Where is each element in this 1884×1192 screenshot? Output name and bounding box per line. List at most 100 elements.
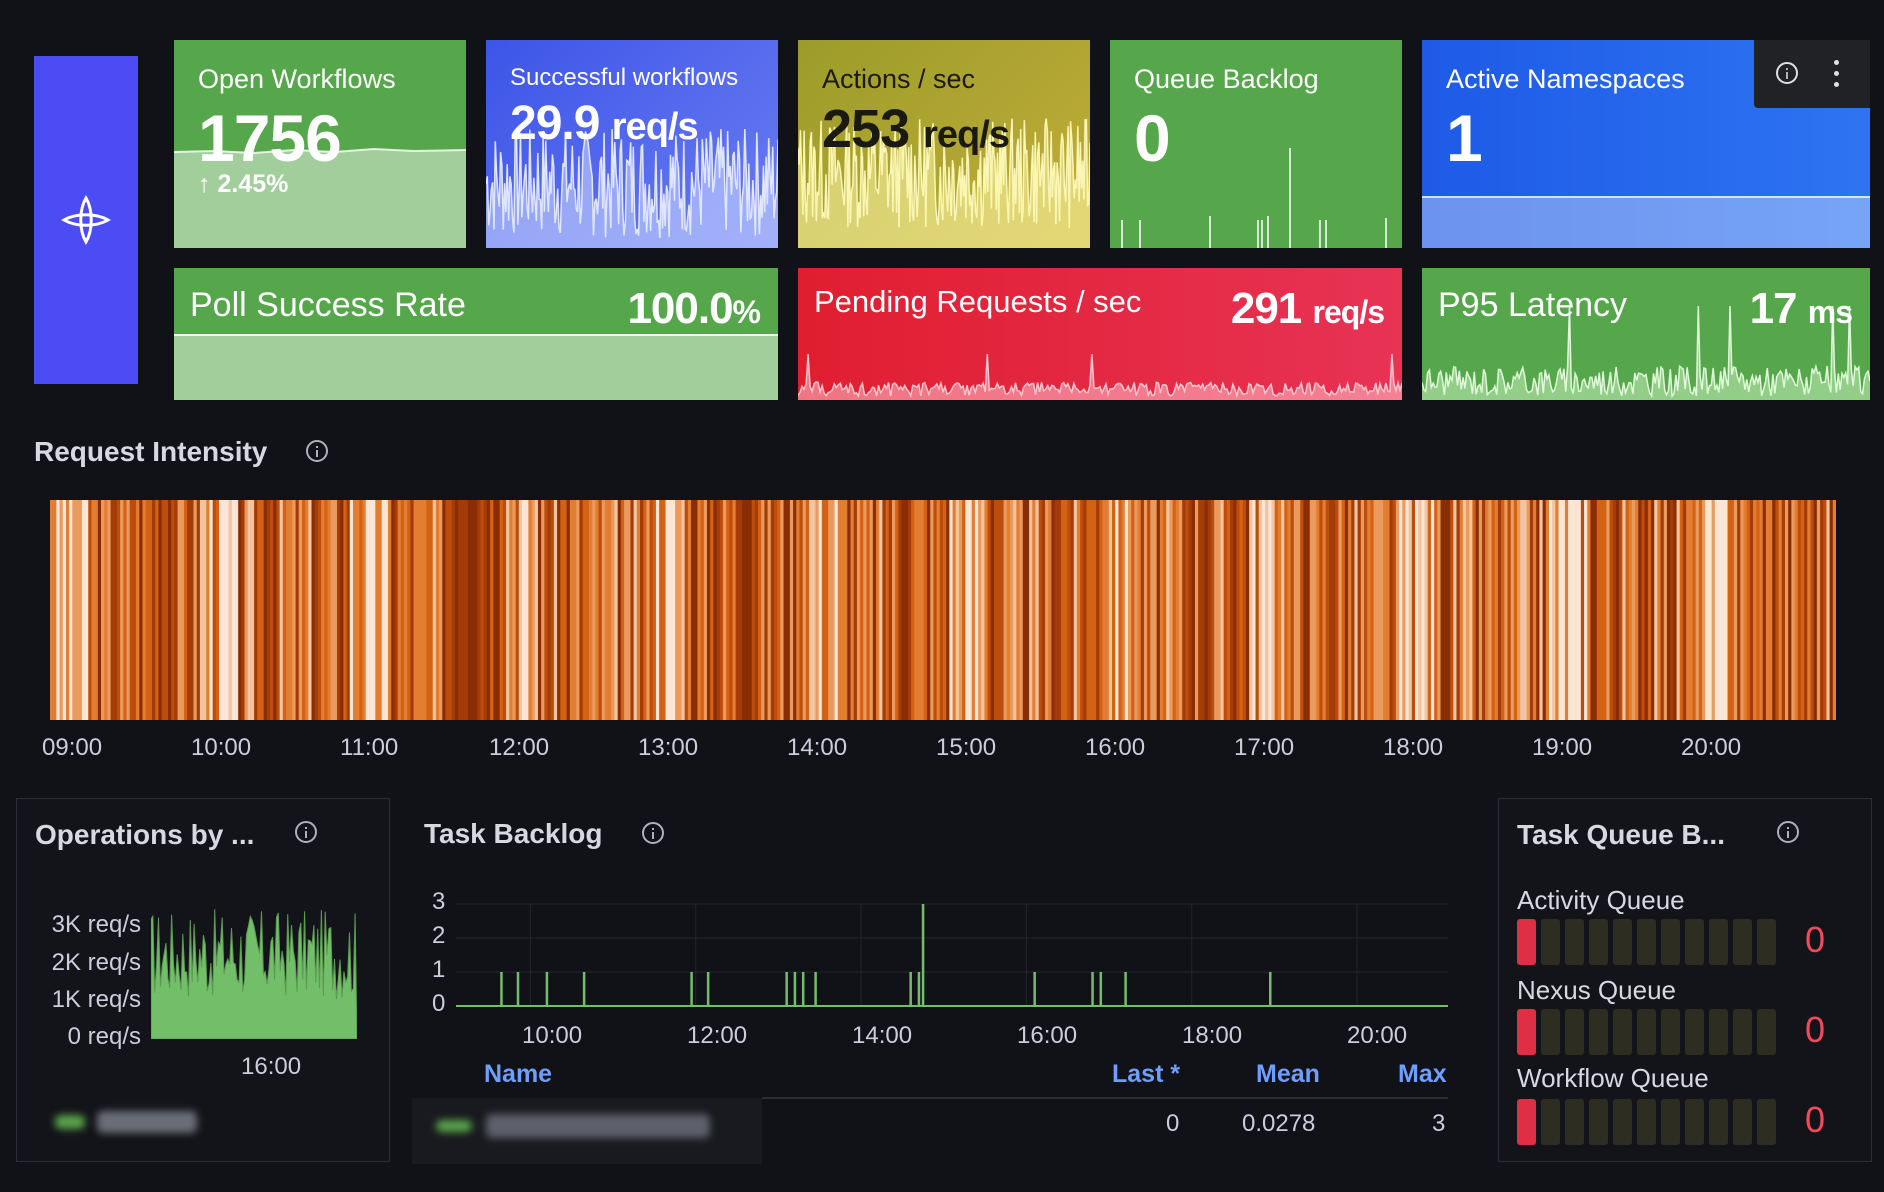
info-icon[interactable]: [295, 821, 317, 843]
open-workflows-value: 1756: [198, 101, 342, 175]
heatmap-x-tick: 19:00: [1532, 734, 1593, 761]
legend-series-name-redacted: [97, 1111, 197, 1133]
legend-header-last[interactable]: Last *: [1112, 1060, 1181, 1088]
pending-requests-value: 291 req/s: [1230, 284, 1385, 333]
pending-requests-tile[interactable]: Pending Requests / sec 291 req/s: [798, 268, 1402, 400]
task-backlog-x-tick: 18:00: [1182, 1022, 1243, 1049]
legend-value-mean: 0.0278: [1242, 1110, 1316, 1137]
queue-gauge-activity: [1517, 919, 1776, 965]
actions-sec-value: 253 req/s: [822, 99, 1010, 159]
active-namespaces-title: Active Namespaces: [1446, 64, 1685, 94]
successful-workflows-tile[interactable]: Successful workflows 29.9 req/s: [486, 40, 778, 248]
request-intensity-x-axis: 09:00 10:00 11:00 12:00 13:00 14:00 15:00 16:00…: [0, 734, 1884, 764]
task-backlog-x-tick: 14:00: [852, 1022, 913, 1049]
queue-value-activity: 0: [1805, 919, 1826, 960]
active-namespaces-value: 1: [1446, 101, 1483, 175]
open-workflows-sparkline: [174, 147, 466, 248]
operations-chart: [151, 909, 357, 1039]
actions-sec-tile[interactable]: Actions / sec 253 req/s: [798, 40, 1090, 248]
operations-y-tick: 1K req/s: [51, 986, 141, 1013]
legend-value-max: 3: [1432, 1110, 1446, 1137]
heatmap-x-tick: 14:00: [787, 734, 848, 761]
open-workflows-title: Open Workflows: [198, 64, 396, 94]
more-menu-icon[interactable]: [1834, 60, 1840, 88]
queue-backlog-tile[interactable]: Queue Backlog 0: [1110, 40, 1402, 248]
heatmap-x-tick: 15:00: [936, 734, 997, 761]
legend-header-max[interactable]: Max: [1398, 1060, 1447, 1088]
legend-divider: [762, 1097, 1448, 1099]
queue-value-workflow: 0: [1805, 1099, 1826, 1140]
info-icon[interactable]: [1776, 62, 1798, 84]
operations-panel: Operations by ... 3K req/s 2K req/s 1K req…: [16, 798, 390, 1162]
heatmap-x-tick: 10:00: [191, 734, 252, 761]
operations-y-tick: 2K req/s: [51, 949, 141, 976]
pending-requests-sparkline: [798, 353, 1402, 400]
p95-latency-title: P95 Latency: [1438, 286, 1628, 324]
task-backlog-y-tick: 0: [432, 990, 446, 1017]
successful-workflows-title: Successful workflows: [510, 64, 739, 91]
task-backlog-chart: [456, 903, 1448, 1007]
task-backlog-x-tick: 16:00: [1017, 1022, 1078, 1049]
panel-header-actions: [1754, 40, 1870, 108]
heatmap-x-tick: 17:00: [1234, 734, 1295, 761]
heatmap-x-tick: 12:00: [489, 734, 550, 761]
task-backlog-x-tick: 12:00: [687, 1022, 748, 1049]
open-workflows-delta: ↑ 2.45%: [198, 170, 289, 198]
queue-label-activity: Activity Queue: [1517, 885, 1685, 915]
info-icon[interactable]: [1777, 821, 1799, 843]
active-namespaces-area: [1422, 196, 1870, 248]
info-icon[interactable]: [642, 822, 664, 844]
task-queue-panel-title: Task Queue B...: [1517, 819, 1725, 850]
poll-success-rate-value: 100.0%: [627, 284, 761, 333]
task-backlog-x-tick: 20:00: [1347, 1022, 1408, 1049]
operations-panel-title: Operations by ...: [35, 819, 255, 850]
queue-gauge-nexus: [1517, 1009, 1776, 1055]
task-backlog-y-tick: 1: [432, 956, 446, 983]
actions-sec-sparkline: [798, 118, 1090, 248]
request-intensity-heatmap: [50, 500, 1836, 720]
queue-backlog-sparkline: [1121, 148, 1387, 248]
p95-latency-value: 17 ms: [1749, 284, 1853, 333]
task-queue-panel: Task Queue B... Activity Queue 0 Nexus Q…: [1498, 798, 1872, 1162]
operations-y-tick: 3K req/s: [51, 911, 141, 938]
poll-success-rate-title: Poll Success Rate: [190, 286, 466, 324]
temporal-logo-icon: [61, 195, 111, 245]
legend-series-name-redacted: [486, 1114, 710, 1138]
queue-gauge-workflow: [1517, 1099, 1776, 1145]
queue-value-nexus: 0: [1805, 1009, 1826, 1050]
heatmap-x-tick: 13:00: [638, 734, 699, 761]
p95-latency-sparkline: [1422, 305, 1870, 400]
p95-latency-tile[interactable]: P95 Latency 17 ms: [1422, 268, 1870, 400]
queue-backlog-value: 0: [1134, 101, 1171, 175]
heatmap-x-tick: 09:00: [42, 734, 103, 761]
task-backlog-x-tick: 10:00: [522, 1022, 583, 1049]
legend-swatch: [436, 1120, 472, 1132]
legend-header-mean[interactable]: Mean: [1256, 1060, 1320, 1088]
heatmap-x-tick: 20:00: [1681, 734, 1742, 761]
pending-requests-title: Pending Requests / sec: [814, 284, 1142, 319]
logo-tile: [34, 56, 138, 384]
request-intensity-title: Request Intensity: [34, 436, 268, 467]
poll-success-area: [174, 334, 778, 400]
open-workflows-tile[interactable]: Open Workflows 1756 ↑ 2.45%: [174, 40, 466, 248]
legend-header-name[interactable]: Name: [484, 1060, 553, 1088]
task-backlog-title: Task Backlog: [424, 818, 603, 849]
active-namespaces-tile[interactable]: Active Namespaces 1: [1422, 40, 1870, 248]
actions-sec-title: Actions / sec: [822, 64, 976, 94]
heatmap-x-tick: 11:00: [340, 734, 399, 761]
queue-label-nexus: Nexus Queue: [1517, 975, 1676, 1005]
successful-workflows-sparkline: [486, 128, 778, 248]
heatmap-x-tick: 16:00: [1085, 734, 1146, 761]
queue-label-workflow: Workflow Queue: [1517, 1063, 1709, 1093]
info-icon[interactable]: [306, 440, 328, 462]
legend-swatch: [55, 1115, 85, 1129]
task-backlog-y-tick: 3: [432, 888, 446, 915]
heatmap-x-tick: 18:00: [1383, 734, 1444, 761]
operations-x-tick: 16:00: [241, 1053, 302, 1080]
queue-backlog-title: Queue Backlog: [1134, 64, 1319, 94]
task-backlog-y-tick: 2: [432, 922, 446, 949]
operations-y-tick: 0 req/s: [67, 1023, 141, 1050]
legend-value-last: 0: [1166, 1110, 1180, 1137]
poll-success-rate-tile[interactable]: Poll Success Rate 100.0%: [174, 268, 778, 400]
successful-workflows-value: 29.9 req/s: [510, 97, 699, 150]
